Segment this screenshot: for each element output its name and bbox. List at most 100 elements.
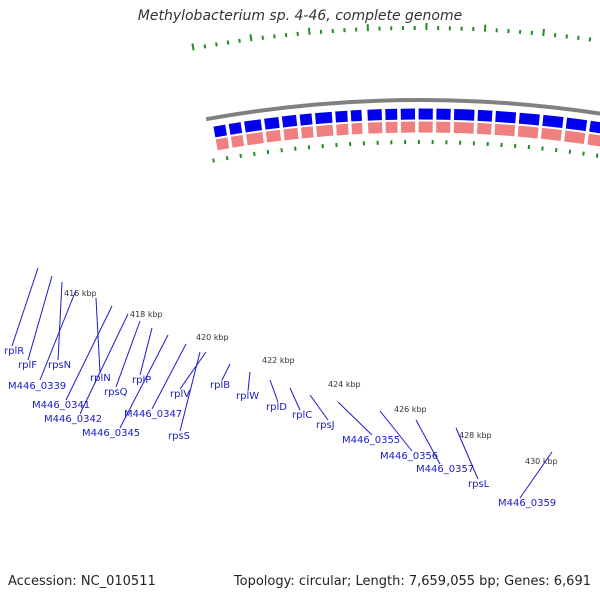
cds-block[interactable] [587,133,600,147]
gene-label[interactable]: M446_0355 [342,435,400,446]
gene-leader-line [455,427,479,480]
outer-tick [238,38,241,43]
map-title: Methylobacterium sp. 4-46, complete geno… [137,8,463,24]
forward-gene-block[interactable] [542,114,564,129]
gene-leader-line [247,371,251,392]
gene-leader-line [519,451,553,499]
gene-leader-line [415,419,441,465]
outer-tick [215,42,218,47]
outer-tick [565,34,568,39]
cds-block[interactable] [540,127,562,141]
gene-label[interactable]: M446_0347 [124,409,182,420]
outer-tick [308,27,311,35]
gene-label[interactable]: rplC [292,410,312,421]
forward-gene-block[interactable] [315,111,333,125]
forward-gene-block[interactable] [228,122,243,135]
forward-gene-block[interactable] [589,120,600,134]
outer-tick [249,34,253,42]
kbp-label: 424 kbp [328,380,361,389]
cds-block[interactable] [316,124,334,138]
inner-tick [595,153,599,158]
kbp-label: 416 kbp [64,289,97,298]
gene-label[interactable]: rpsJ [316,420,335,431]
kbp-label: 428 kbp [459,431,492,440]
kbp-label: 420 kbp [196,333,229,342]
inner-tick [225,156,229,161]
gene-label[interactable]: M446_0341 [32,400,90,411]
gene-label[interactable]: rplW [236,391,259,402]
gene-label[interactable]: rpsQ [104,387,128,398]
cds-block[interactable] [215,137,230,151]
gene-label[interactable]: rplD [266,402,287,413]
gene-label[interactable]: M446_0342 [44,414,102,425]
gene-label[interactable]: rplV [170,389,190,400]
cds-block[interactable] [453,122,474,134]
forward-gene-block[interactable] [453,109,475,121]
forward-gene-block[interactable] [264,116,280,130]
cds-block[interactable] [245,132,264,146]
cds-block[interactable] [265,129,282,143]
outer-tick [588,37,592,42]
forward-gene-block[interactable] [367,109,382,121]
cds-block[interactable] [300,126,314,139]
gene-leader-line [65,305,113,401]
forward-gene-block[interactable] [477,109,493,122]
outer-tick [284,32,288,38]
cds-block[interactable] [283,127,299,141]
outer-tick [261,35,264,40]
gene-label[interactable]: rpsL [468,479,490,490]
forward-gene-block[interactable] [281,114,298,128]
gene-leader-line [309,394,329,421]
forward-gene-block[interactable] [565,117,588,132]
inner-tick [253,151,256,157]
accession-text: Accession: NC_010511 [8,574,156,589]
cds-block[interactable] [476,122,492,135]
gene-leader-line [289,387,301,411]
outer-tick [577,35,580,41]
cds-block[interactable] [351,122,363,135]
gene-label[interactable]: rpsN [48,360,71,371]
cds-block[interactable] [367,122,383,134]
kbp-label: 426 kbp [394,405,427,414]
gene-leader-line [79,313,129,415]
gene-label[interactable]: M446_0357 [416,464,474,475]
gene-leader-line [221,363,231,381]
gene-leader-line [179,351,201,432]
gene-label[interactable]: M446_0359 [498,498,556,509]
forward-gene-block[interactable] [244,119,263,133]
gene-label[interactable]: M446_0339 [8,381,66,392]
cds-block[interactable] [517,125,539,139]
gene-label[interactable]: rplN [90,373,111,384]
forward-gene-block[interactable] [495,110,517,124]
gene-leader-line [269,379,279,403]
gene-label[interactable]: rplR [4,346,24,357]
gene-leader-line [57,281,63,361]
cds-block[interactable] [494,123,516,137]
outer-tick [203,44,207,49]
cds-block[interactable] [336,123,349,136]
gene-label[interactable]: M446_0356 [380,451,438,462]
inner-tick [239,153,242,159]
outer-tick [226,40,230,45]
backbone-track [205,98,600,122]
inner-tick [280,148,283,153]
forward-gene-block[interactable] [213,124,227,138]
gene-label[interactable]: rplP [132,375,151,386]
gene-label[interactable]: rpsS [168,431,190,442]
cds-block[interactable] [230,134,245,148]
inner-tick [266,149,270,155]
gene-leader-line [337,401,373,436]
forward-gene-block[interactable] [335,110,348,123]
gene-label[interactable]: rplB [210,380,230,391]
forward-gene-block[interactable] [518,112,540,126]
forward-gene-block[interactable] [299,113,313,126]
gene-label[interactable]: M446_0345 [82,428,140,439]
gene-leader-line [115,320,141,388]
gene-leader-line [27,275,53,361]
topology-text: Topology: circular; Length: 7,659,055 bp… [233,574,591,589]
forward-gene-block[interactable] [350,109,362,122]
gene-label[interactable]: rplF [18,360,37,371]
cds-block[interactable] [564,130,586,145]
gene-leader-line [119,334,169,429]
